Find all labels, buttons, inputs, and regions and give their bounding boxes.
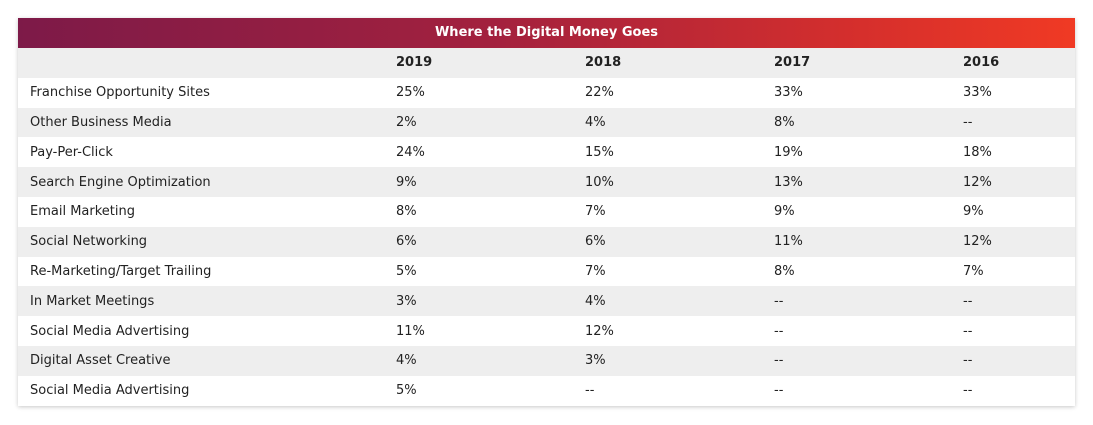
digital-money-table: Where the Digital Money Goes 2019 2018 2…: [18, 18, 1075, 406]
cell-2017: --: [774, 383, 784, 399]
cell-2018: 7%: [585, 204, 606, 220]
cell-2017: --: [774, 323, 784, 339]
cell-2018: 3%: [585, 353, 606, 369]
cell-2016: 12%: [963, 234, 992, 250]
cell-2018: 4%: [585, 293, 606, 309]
row-label: Email Marketing: [30, 204, 135, 220]
cell-2018: 22%: [585, 85, 614, 101]
table-title: Where the Digital Money Goes: [18, 18, 1075, 48]
row-label: Search Engine Optimization: [30, 174, 211, 190]
table-row: Social Media Advertising 11% 12% -- --: [18, 316, 1075, 346]
table-body: Franchise Opportunity Sites 25% 22% 33% 33% O…: [18, 77, 1075, 406]
cell-2019: 24%: [396, 144, 425, 160]
cell-2017: 13%: [774, 174, 803, 190]
row-label: Re-Marketing/Target Trailing: [30, 263, 212, 279]
table-row: Pay-Per-Click 24% 15% 19% 18%: [18, 137, 1075, 168]
table-row: Re-Marketing/Target Trailing 5% 7% 8% 7%: [18, 256, 1075, 287]
table-row: Email Marketing 8% 7% 9% 9%: [18, 196, 1075, 227]
row-label: Social Networking: [30, 234, 148, 250]
row-label: Social Media Advertising: [30, 323, 190, 339]
header-2017: 2017: [774, 55, 811, 71]
cell-2016: --: [963, 293, 973, 309]
header-row: 2019 2018 2017 2016: [18, 48, 1075, 78]
cell-2018: 7%: [585, 263, 606, 279]
row-label: Digital Asset Creative: [30, 353, 171, 369]
cell-2019: 9%: [396, 174, 417, 190]
cell-2019: 5%: [396, 263, 417, 279]
cell-2017: 33%: [774, 85, 803, 101]
cell-2017: --: [774, 353, 784, 369]
cell-2018: 12%: [585, 323, 614, 339]
table-row: In Market Meetings 3% 4% -- --: [18, 286, 1075, 317]
cell-2019: 2%: [396, 114, 417, 130]
cell-2018: 10%: [585, 174, 614, 190]
row-label: Social Media Advertising: [30, 383, 190, 399]
cell-2016: 9%: [963, 204, 984, 220]
row-label: Pay-Per-Click: [30, 144, 113, 160]
cell-2016: 7%: [963, 263, 984, 279]
cell-2019: 4%: [396, 353, 417, 369]
header-2016: 2016: [963, 55, 1000, 71]
table-row: Social Media Advertising 5% -- -- --: [18, 375, 1075, 406]
table-row: Digital Asset Creative 4% 3% -- --: [18, 345, 1075, 376]
cell-2017: 19%: [774, 144, 803, 160]
cell-2017: 9%: [774, 204, 795, 220]
row-label: In Market Meetings: [30, 293, 155, 309]
header-2019: 2019: [396, 55, 433, 71]
cell-2016: 18%: [963, 144, 992, 160]
row-label: Franchise Opportunity Sites: [30, 85, 210, 101]
cell-2017: 11%: [774, 234, 803, 250]
cell-2016: 12%: [963, 174, 992, 190]
cell-2018: 15%: [585, 144, 614, 160]
row-label: Other Business Media: [30, 114, 172, 130]
cell-2018: --: [585, 383, 595, 399]
cell-2016: 33%: [963, 85, 992, 101]
cell-2016: --: [963, 383, 973, 399]
cell-2019: 6%: [396, 234, 417, 250]
cell-2017: 8%: [774, 114, 795, 130]
cell-2017: --: [774, 293, 784, 309]
cell-2016: --: [963, 114, 973, 130]
table-row: Franchise Opportunity Sites 25% 22% 33% 33%: [18, 77, 1075, 108]
cell-2019: 11%: [396, 323, 425, 339]
cell-2018: 6%: [585, 234, 606, 250]
table-row: Social Networking 6% 6% 11% 12%: [18, 226, 1075, 257]
cell-2019: 8%: [396, 204, 417, 220]
cell-2018: 4%: [585, 114, 606, 130]
header-2018: 2018: [585, 55, 622, 71]
cell-2019: 5%: [396, 383, 417, 399]
table-row: Search Engine Optimization 9% 10% 13% 12%: [18, 167, 1075, 197]
cell-2017: 8%: [774, 263, 795, 279]
cell-2016: --: [963, 323, 973, 339]
data-table: 2019 2018 2017 2016 Franchise Opportunit…: [18, 48, 1075, 406]
cell-2019: 25%: [396, 85, 425, 101]
cell-2019: 3%: [396, 293, 417, 309]
cell-2016: --: [963, 353, 973, 369]
header-label-cell: [18, 48, 378, 78]
table-row: Other Business Media 2% 4% 8% --: [18, 107, 1075, 138]
